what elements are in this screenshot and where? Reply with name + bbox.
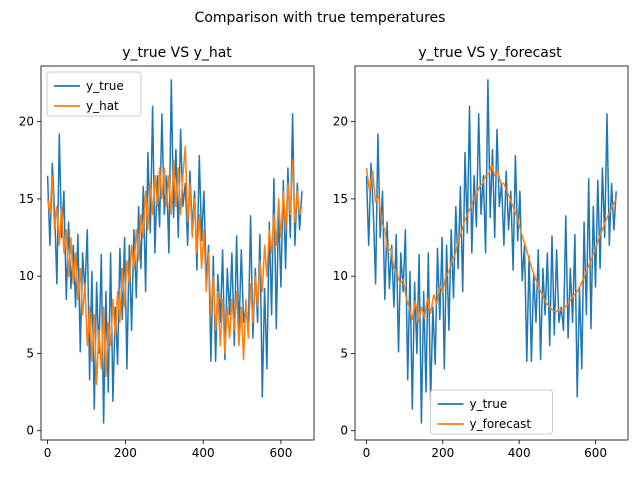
series-line-y-hat — [46, 145, 303, 386]
legend-label: y_hat — [86, 99, 119, 113]
right-plot: 0 200 400 600 0 5 10 15 20 y_true y_forecast — [333, 65, 629, 460]
left-plot: 0 200 400 600 0 5 10 15 20 y_true y_hat — [19, 65, 315, 460]
x-tick-label: 400 — [508, 446, 531, 460]
x-tick-label: 400 — [192, 446, 215, 460]
y-tick-label: 0 — [340, 424, 348, 438]
x-tick-label: 200 — [431, 446, 454, 460]
y-tick-label: 5 — [26, 346, 34, 360]
legend-label: y_true — [86, 79, 124, 93]
legend-label: y_forecast — [470, 417, 532, 431]
legend: y_true y_forecast — [430, 389, 553, 435]
series-line-y-forecast — [365, 164, 617, 324]
x-tick-label: 600 — [269, 446, 292, 460]
y-tick-label: 20 — [19, 115, 34, 129]
series-line-y-true — [365, 79, 617, 424]
y-tick-label: 5 — [340, 346, 348, 360]
x-tick-label: 200 — [114, 446, 137, 460]
y-tick-label: 15 — [19, 192, 34, 206]
legend-box — [46, 71, 142, 117]
legend: y_true y_hat — [46, 71, 142, 117]
y-tick-label: 15 — [333, 192, 348, 206]
legend-label: y_true — [470, 397, 508, 411]
y-tick-label: 10 — [333, 269, 348, 283]
y-tick-label: 20 — [333, 115, 348, 129]
plot-frame — [40, 65, 315, 441]
figure-title: Comparison with true temperatures — [195, 10, 446, 26]
left-plot-title: y_true VS y_hat — [122, 45, 232, 61]
x-tick-label: 0 — [44, 446, 52, 460]
y-tick-label: 10 — [19, 269, 34, 283]
legend-box — [430, 389, 553, 435]
plot-frame — [354, 65, 629, 441]
x-tick-label: 600 — [584, 446, 607, 460]
y-tick-label: 0 — [26, 424, 34, 438]
x-tick-label: 0 — [363, 446, 371, 460]
right-plot-title: y_true VS y_forecast — [418, 45, 562, 61]
